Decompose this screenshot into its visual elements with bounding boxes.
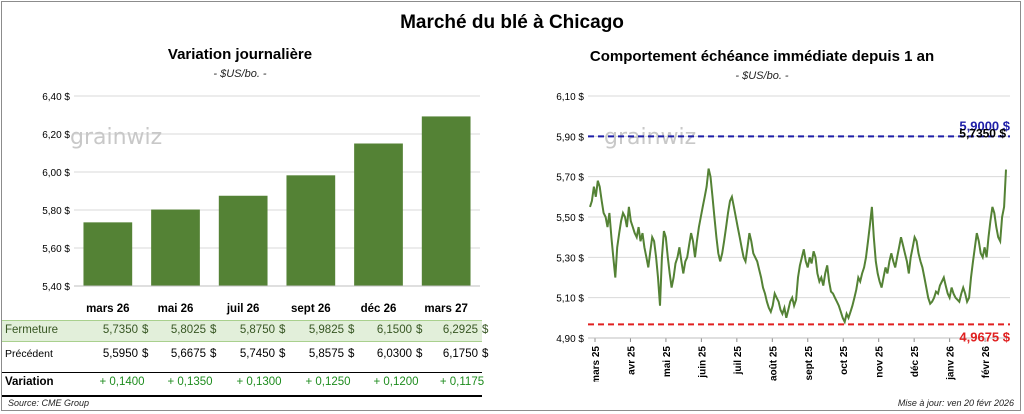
x-tick-label: janv 26 bbox=[946, 346, 957, 381]
table-cell: 6,1750 bbox=[442, 348, 478, 360]
currency-symbol: $ bbox=[416, 348, 423, 360]
table-cell: + 0,1200 bbox=[373, 376, 419, 388]
currency-symbol: $ bbox=[210, 348, 217, 360]
table-row-close: Fermeture 5,7350 $5,8025 $5,8750 $5,9825 $6,… bbox=[2, 320, 488, 342]
y-tick-label: 5,40 $ bbox=[42, 282, 70, 293]
table-cell: 5,8025 bbox=[170, 324, 206, 336]
y-tick-label: 5,80 $ bbox=[42, 206, 70, 217]
currency-symbol: $ bbox=[279, 324, 286, 336]
x-tick-label: mai 26 bbox=[158, 303, 194, 315]
y-tick-label: 5,60 $ bbox=[42, 244, 70, 255]
currency-symbol: $ bbox=[279, 348, 286, 360]
x-tick-label: mars 26 bbox=[86, 303, 129, 315]
table-cell: 5,6675 bbox=[170, 348, 206, 360]
currency-symbol: $ bbox=[482, 348, 489, 360]
x-tick-label: avr 25 bbox=[626, 346, 637, 375]
x-tick-label: sept 26 bbox=[291, 303, 331, 315]
watermark: grainwiz bbox=[70, 125, 162, 150]
x-tick-label: août 25 bbox=[768, 346, 779, 381]
y-tick-label: 5,90 $ bbox=[556, 132, 584, 143]
x-tick-label: oct 25 bbox=[839, 346, 850, 375]
x-tick-label: déc 25 bbox=[910, 346, 921, 378]
table-row-previous: Précédent 5,5950 $5,6675 $5,7450 $5,8575 $6,… bbox=[2, 345, 488, 365]
table-cell: + 0,1400 bbox=[99, 376, 145, 388]
table-cell: 5,7350 bbox=[102, 324, 138, 336]
bar bbox=[354, 143, 403, 286]
table-cell: 5,7450 bbox=[239, 348, 275, 360]
bar bbox=[83, 222, 133, 286]
table-cell: 5,9825 bbox=[308, 324, 344, 336]
currency-symbol: $ bbox=[348, 348, 355, 360]
table-cell: 5,8575 bbox=[308, 348, 344, 360]
table-cell: 5,8750 bbox=[239, 324, 275, 336]
bar-chart: 5,40 $ 5,60 $ 5,80 $ 6,00 $ 6,20 $ 6,40 $ grai… bbox=[42, 92, 480, 315]
bar bbox=[421, 116, 471, 286]
y-tick-label: 5,30 $ bbox=[556, 253, 584, 264]
x-tick-label: nov 25 bbox=[875, 346, 886, 378]
currency-symbol: $ bbox=[142, 348, 149, 360]
currency-symbol: $ bbox=[142, 324, 149, 336]
x-tick-label: mars 27 bbox=[424, 303, 467, 315]
main-title: Marché du blé à Chicago bbox=[400, 12, 624, 33]
x-tick-label: mai 25 bbox=[662, 346, 673, 378]
x-tick-label: févr 26 bbox=[981, 346, 992, 379]
table-cell: + 0,1350 bbox=[167, 376, 213, 388]
table-cell: + 0,1250 bbox=[305, 376, 351, 388]
table-row-variation: Variation + 0,1400 + 0,1350 + 0,1300 + 0,12… bbox=[2, 372, 484, 397]
x-tick-label: déc 26 bbox=[361, 303, 397, 315]
x-tick-label: mars 25 bbox=[591, 346, 602, 382]
table-cell: 6,1500 bbox=[376, 324, 412, 336]
currency-symbol: $ bbox=[210, 324, 217, 336]
table-cell: 6,0300 bbox=[376, 348, 412, 360]
table-cell: + 0,1300 bbox=[236, 376, 282, 388]
y-tick-label: 4,90 $ bbox=[556, 334, 584, 345]
y-tick-label: 6,10 $ bbox=[556, 92, 584, 103]
min-value-label: 4,9675 $ bbox=[959, 329, 1010, 344]
updated-note: Mise à jour: ven 20 févr 2026 bbox=[897, 398, 1014, 408]
y-tick-label: 6,00 $ bbox=[42, 168, 70, 179]
y-tick-label: 5,10 $ bbox=[556, 294, 584, 305]
line-chart-subtitle: - $US/bo. - bbox=[735, 70, 789, 82]
y-tick-label: 5,70 $ bbox=[556, 173, 584, 184]
table-cell: + 0,1175 bbox=[439, 376, 485, 388]
table-cell: 6,2925 bbox=[442, 324, 478, 336]
source-note: Source: CME Group bbox=[8, 398, 90, 408]
x-tick-label: juil 26 bbox=[226, 303, 260, 315]
row-label: Précédent bbox=[5, 348, 53, 360]
y-tick-label: 5,50 $ bbox=[556, 213, 584, 224]
bar bbox=[286, 175, 336, 286]
price-line bbox=[589, 168, 1007, 325]
line-chart-title: Comportement échéance immédiate depuis 1… bbox=[589, 48, 935, 65]
y-tick-label: 6,40 $ bbox=[42, 92, 70, 103]
y-tick-label: 6,20 $ bbox=[42, 130, 70, 141]
x-tick-label: sept 25 bbox=[804, 346, 815, 381]
bar bbox=[218, 195, 268, 286]
watermark: grainwiz bbox=[604, 125, 696, 150]
bar-chart-subtitle: - $US/bo. - bbox=[213, 68, 267, 80]
bar bbox=[151, 209, 200, 286]
row-label: Variation bbox=[5, 376, 54, 388]
x-tick-label: juil 25 bbox=[733, 346, 744, 376]
row-label: Fermeture bbox=[5, 324, 59, 336]
table-cell: 5,5950 bbox=[102, 348, 138, 360]
last-value-label: 5,7350 $ bbox=[959, 126, 1006, 140]
currency-symbol: $ bbox=[348, 324, 355, 336]
currency-symbol: $ bbox=[416, 324, 423, 336]
bar-chart-title: Variation journalière bbox=[167, 46, 313, 63]
currency-symbol: $ bbox=[482, 324, 489, 336]
line-chart: 4,90 $ 5,10 $ 5,30 $ 5,50 $ 5,70 $ 5,90 $ 6,10… bbox=[556, 92, 1011, 382]
x-tick-label: juin 25 bbox=[697, 346, 708, 379]
max-value-label: 5,9000 $ bbox=[959, 118, 1010, 133]
